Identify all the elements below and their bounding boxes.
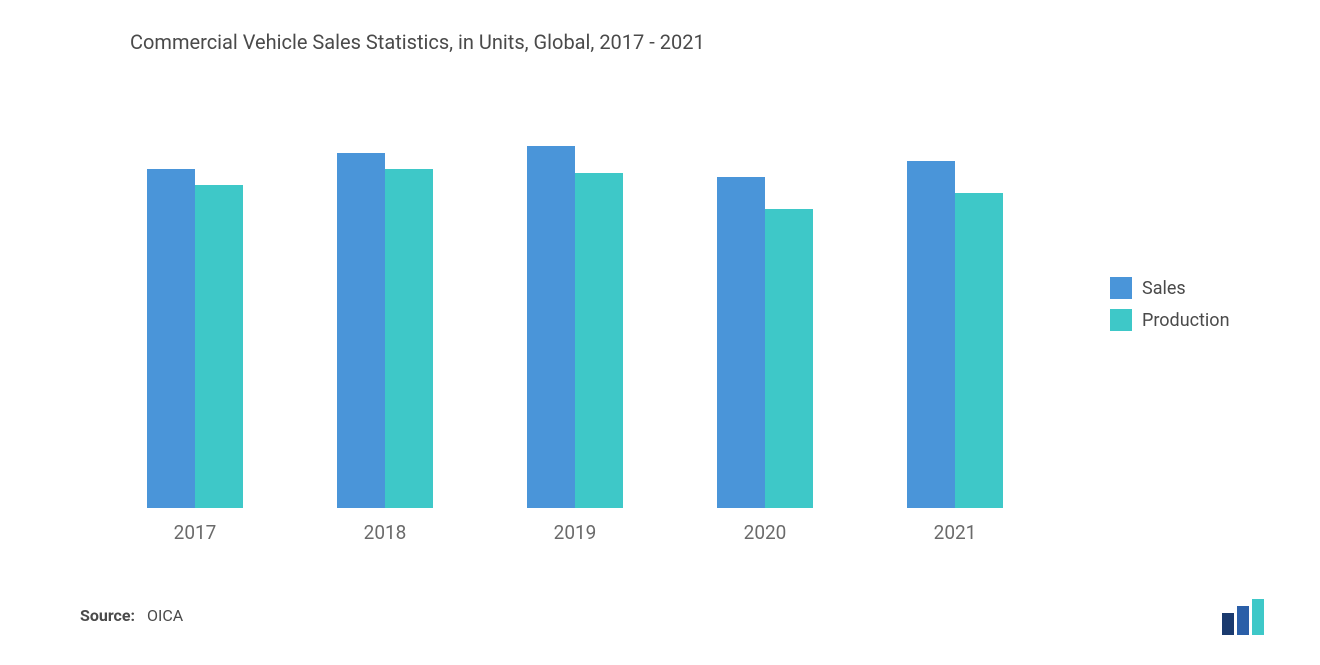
bar-group bbox=[907, 114, 1003, 508]
x-axis-label: 2017 bbox=[147, 521, 243, 544]
x-axis-label: 2019 bbox=[527, 521, 623, 544]
plot-area: 2017 2018 2019 2020 2021 bbox=[80, 114, 1070, 544]
chart-container: 2017 2018 2019 2020 2021 Sales Production bbox=[80, 114, 1270, 544]
legend-swatch-icon bbox=[1110, 309, 1132, 331]
source-attribution: Source: OICA bbox=[80, 606, 183, 625]
bar-production bbox=[195, 185, 243, 508]
source-label: Source: bbox=[80, 606, 135, 625]
bar-sales bbox=[337, 153, 385, 508]
bar-sales bbox=[147, 169, 195, 508]
bar-group bbox=[527, 114, 623, 508]
bar-sales bbox=[907, 161, 955, 508]
chart-legend: Sales Production bbox=[1070, 277, 1270, 331]
brand-logo-icon bbox=[1220, 599, 1270, 635]
bar-production bbox=[575, 173, 623, 508]
bars-region bbox=[80, 114, 1070, 509]
x-axis-label: 2020 bbox=[717, 521, 813, 544]
bar-sales bbox=[717, 177, 765, 508]
bar-production bbox=[955, 193, 1003, 508]
legend-swatch-icon bbox=[1110, 277, 1132, 299]
bar-production bbox=[765, 209, 813, 508]
bar-group bbox=[147, 114, 243, 508]
bar-sales bbox=[527, 146, 575, 508]
x-axis-labels: 2017 2018 2019 2020 2021 bbox=[80, 509, 1070, 544]
legend-label: Sales bbox=[1142, 278, 1186, 299]
bar-production bbox=[385, 169, 433, 508]
source-value: OICA bbox=[147, 606, 183, 625]
x-axis-label: 2018 bbox=[337, 521, 433, 544]
bar-group bbox=[717, 114, 813, 508]
legend-label: Production bbox=[1142, 310, 1230, 331]
bar-group bbox=[337, 114, 433, 508]
x-axis-label: 2021 bbox=[907, 521, 1003, 544]
legend-item: Production bbox=[1110, 309, 1270, 331]
chart-title: Commercial Vehicle Sales Statistics, in … bbox=[130, 30, 1270, 54]
legend-item: Sales bbox=[1110, 277, 1270, 299]
